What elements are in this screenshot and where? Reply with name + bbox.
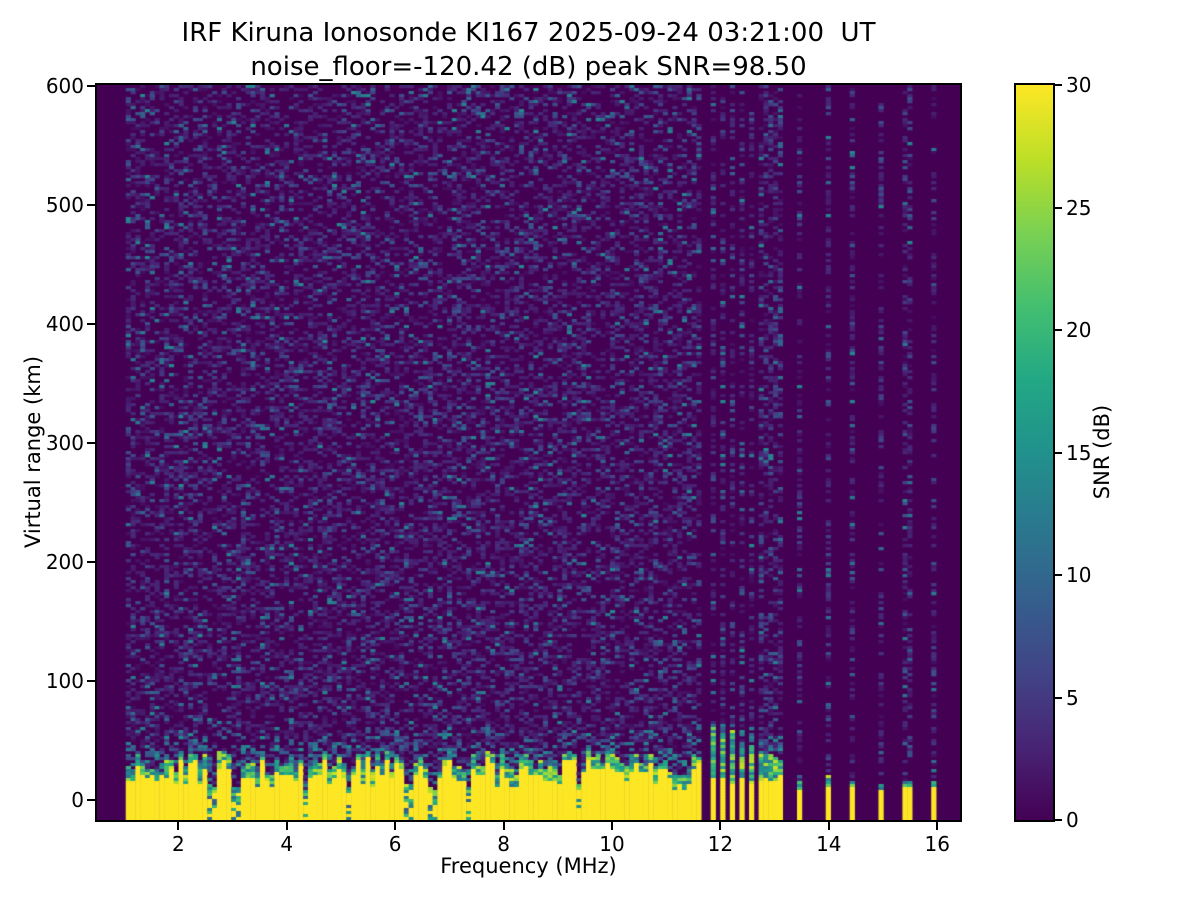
y-tick-mark xyxy=(87,798,95,801)
y-tick-label: 0 xyxy=(71,787,84,812)
colorbar-tick-label: 5 xyxy=(1066,685,1079,710)
x-tick-label: 8 xyxy=(497,832,510,856)
y-tick-mark xyxy=(87,441,95,444)
x-tick-label: 2 xyxy=(171,832,185,856)
colorbar-tick-mark xyxy=(1055,819,1062,821)
y-tick-mark xyxy=(87,323,95,326)
y-tick-mark xyxy=(87,560,95,563)
chart-title: IRF Kiruna Ionosonde KI167 2025-09-24 03… xyxy=(181,18,876,48)
colorbar-tick-label: 20 xyxy=(1066,318,1092,342)
colorbar-tick-mark xyxy=(1055,206,1062,209)
y-tick-label: 400 xyxy=(45,312,84,337)
y-tick-label: 100 xyxy=(45,668,84,693)
colorbar-tick-label: 30 xyxy=(1066,73,1092,97)
colorbar-tick-mark xyxy=(1055,329,1062,331)
x-axis-label: Frequency (MHz) xyxy=(440,854,617,878)
x-tick-mark xyxy=(394,822,397,830)
x-tick-label: 6 xyxy=(388,832,402,856)
colorbar-gradient xyxy=(1016,85,1053,820)
y-tick-mark xyxy=(87,204,95,207)
x-tick-label: 10 xyxy=(599,832,625,856)
y-tick-mark xyxy=(87,85,95,88)
y-tick-label: 300 xyxy=(45,430,84,455)
y-tick-label: 600 xyxy=(45,74,84,99)
colorbar-tick-label: 25 xyxy=(1066,195,1092,220)
colorbar-tick-label: 10 xyxy=(1066,563,1092,587)
x-tick-label: 4 xyxy=(280,832,294,856)
y-tick-label: 500 xyxy=(45,193,84,218)
ionogram-heatmap-canvas xyxy=(97,85,960,820)
x-tick-mark xyxy=(177,822,180,830)
colorbar-tick-label: 15 xyxy=(1066,440,1092,465)
x-tick-mark xyxy=(936,822,939,830)
plot-area xyxy=(95,83,962,822)
x-tick-mark xyxy=(610,822,613,830)
x-tick-mark xyxy=(502,822,505,830)
colorbar-tick-mark xyxy=(1055,574,1062,576)
colorbar-tick-mark xyxy=(1055,696,1062,699)
colorbar-tick-label: 0 xyxy=(1066,808,1079,832)
x-tick-label: 16 xyxy=(924,832,950,856)
x-tick-mark xyxy=(827,822,830,830)
x-tick-label: 14 xyxy=(816,832,842,856)
chart-subtitle: noise_floor=-120.42 (dB) peak SNR=98.50 xyxy=(250,52,807,82)
x-tick-label: 12 xyxy=(707,832,734,856)
colorbar-tick-mark xyxy=(1055,84,1062,86)
colorbar xyxy=(1014,83,1055,822)
x-tick-mark xyxy=(719,822,722,830)
x-tick-mark xyxy=(285,822,288,830)
y-tick-mark xyxy=(87,679,95,682)
colorbar-tick-mark xyxy=(1055,451,1062,454)
y-tick-label: 200 xyxy=(45,549,84,574)
